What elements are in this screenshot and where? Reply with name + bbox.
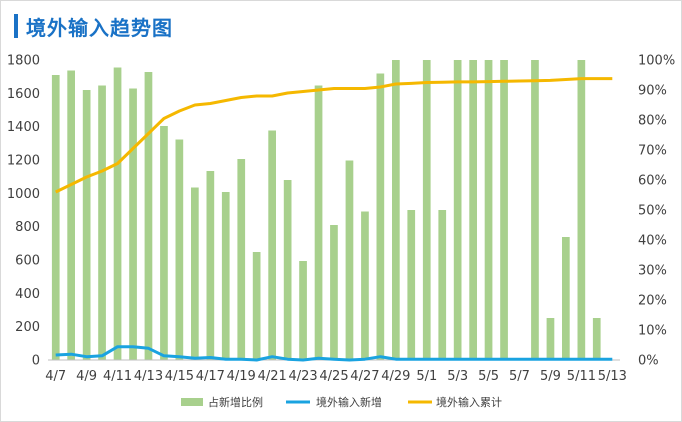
legend-label: 境外输入累计 bbox=[436, 395, 502, 409]
bar-share-of-new bbox=[206, 171, 215, 360]
bar-share-of-new bbox=[82, 90, 91, 360]
x-tick-label: 4/7 bbox=[45, 369, 66, 384]
x-tick-label: 5/1 bbox=[416, 369, 437, 384]
x-tick-label: 4/17 bbox=[196, 369, 225, 384]
y-left-tick-label: 1600 bbox=[7, 87, 40, 102]
bar-share-of-new bbox=[562, 237, 570, 360]
y-right-tick-label: 0% bbox=[638, 354, 659, 369]
y-left-tick-label: 0 bbox=[32, 354, 40, 369]
bar-share-of-new bbox=[191, 187, 199, 360]
y-right-tick-label: 50% bbox=[638, 204, 667, 219]
bar-share-of-new bbox=[113, 67, 122, 360]
x-tick-label: 4/11 bbox=[103, 369, 132, 384]
y-left-tick-label: 1200 bbox=[7, 154, 40, 169]
y-right-tick-label: 70% bbox=[638, 144, 667, 159]
bar-share-of-new bbox=[175, 139, 184, 360]
y-right-tick-label: 30% bbox=[638, 264, 667, 279]
bar-share-of-new bbox=[330, 225, 338, 360]
bar-share-of-new bbox=[453, 60, 462, 360]
cumulative-imported-line bbox=[55, 77, 613, 194]
bar-share-of-new bbox=[361, 211, 369, 360]
x-tick-label: 5/9 bbox=[540, 369, 561, 384]
bar-share-of-new bbox=[51, 75, 60, 360]
y-right-tick-label: 10% bbox=[638, 324, 667, 339]
bar-share-of-new bbox=[314, 85, 323, 360]
legend-label: 境外输入新增 bbox=[316, 395, 382, 409]
bar-share-of-new bbox=[221, 192, 230, 360]
y-left-tick-label: 800 bbox=[15, 220, 40, 235]
bar-share-of-new bbox=[299, 261, 307, 360]
y-right-tick-label: 90% bbox=[638, 84, 667, 99]
bar-share-of-new bbox=[438, 210, 447, 360]
y-left-tick-label: 1400 bbox=[7, 120, 40, 135]
bar-share-of-new bbox=[376, 73, 385, 360]
bar-share-of-new bbox=[160, 126, 168, 360]
x-tick-label: 5/5 bbox=[478, 369, 499, 384]
y-right-tick-label: 100% bbox=[638, 54, 675, 69]
bar-share-of-new bbox=[500, 60, 508, 360]
bar-share-of-new bbox=[144, 72, 153, 360]
y-left-tick-label: 600 bbox=[15, 254, 40, 269]
x-tick-label: 4/27 bbox=[350, 369, 379, 384]
y-right-tick-label: 80% bbox=[638, 114, 667, 129]
x-tick-label: 5/7 bbox=[509, 369, 530, 384]
bar-share-of-new bbox=[67, 70, 75, 360]
legend-swatch-bar bbox=[181, 398, 203, 406]
bar-share-of-new bbox=[469, 60, 477, 360]
bar-share-of-new bbox=[422, 60, 431, 360]
bar-share-of-new bbox=[129, 88, 137, 360]
bar-share-of-new bbox=[98, 85, 106, 360]
x-tick-label: 4/19 bbox=[227, 369, 256, 384]
x-tick-label: 4/25 bbox=[319, 369, 348, 384]
x-tick-label: 4/13 bbox=[134, 369, 163, 384]
x-tick-label: 5/11 bbox=[567, 369, 596, 384]
bar-share-of-new bbox=[484, 60, 493, 360]
x-tick-label: 4/15 bbox=[165, 369, 194, 384]
y-left-tick-label: 400 bbox=[15, 287, 40, 302]
x-tick-label: 4/9 bbox=[76, 369, 97, 384]
bar-share-of-new bbox=[531, 60, 539, 360]
y-left-tick-label: 1800 bbox=[7, 54, 40, 69]
x-tick-label: 5/3 bbox=[447, 369, 468, 384]
bar-share-of-new bbox=[345, 160, 354, 360]
title-accent-bar bbox=[14, 14, 18, 38]
x-tick-label: 4/29 bbox=[381, 369, 410, 384]
y-right-tick-label: 40% bbox=[638, 234, 667, 249]
chart-title: 境外输入趋势图 bbox=[26, 16, 173, 40]
bar-share-of-new bbox=[252, 252, 261, 360]
bar-share-of-new bbox=[283, 180, 292, 360]
bar-share-of-new bbox=[546, 318, 555, 360]
bar-share-of-new bbox=[577, 60, 586, 360]
bar-share-of-new bbox=[592, 318, 601, 360]
legend-label: 占新增比例 bbox=[208, 395, 263, 409]
x-tick-label: 4/23 bbox=[288, 369, 317, 384]
bar-share-of-new bbox=[268, 130, 276, 360]
bar-share-of-new bbox=[407, 210, 416, 360]
y-right-tick-label: 20% bbox=[638, 294, 667, 309]
y-left-tick-label: 200 bbox=[15, 320, 40, 335]
bar-share-of-new bbox=[392, 60, 400, 360]
y-right-tick-label: 60% bbox=[638, 174, 667, 189]
bar-share-of-new bbox=[237, 159, 246, 360]
x-tick-label: 5/13 bbox=[598, 369, 627, 384]
y-left-tick-label: 1000 bbox=[7, 187, 40, 202]
x-tick-label: 4/21 bbox=[258, 369, 287, 384]
new-imported-line bbox=[55, 345, 613, 362]
